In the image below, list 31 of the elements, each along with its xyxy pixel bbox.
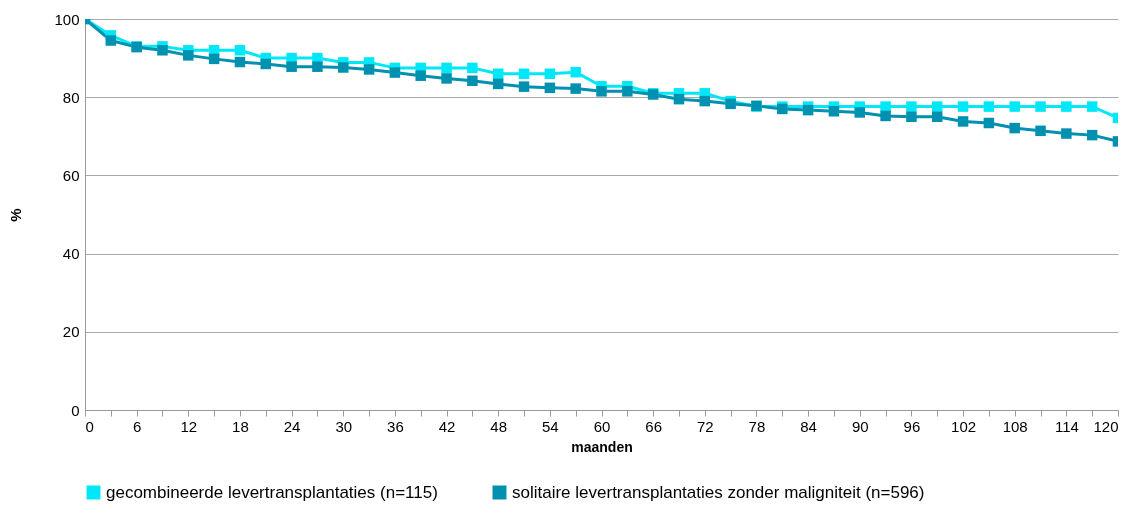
- legend-label: solitaire levertransplantaties zonder maligniteit (n=596): [512, 482, 925, 502]
- y-tick-label: 40: [62, 245, 80, 263]
- x-tick-label: 78: [748, 417, 766, 435]
- y-tick-label: 0: [71, 401, 80, 419]
- x-tick-label: 24: [283, 417, 301, 435]
- x-tick-label: 90: [851, 417, 869, 435]
- y-tick-label: 80: [62, 88, 80, 106]
- x-tick-label: 108: [1002, 417, 1028, 435]
- x-tick-label: 42: [438, 417, 456, 435]
- x-tick-label: 60: [593, 417, 611, 435]
- y-tick-label: 60: [62, 166, 80, 184]
- y-tick-label: 100: [54, 10, 80, 28]
- x-tick-label: 12: [180, 417, 198, 435]
- x-tick-label: 6: [132, 417, 142, 435]
- x-tick-label: 54: [542, 417, 559, 435]
- y-axis-title: %: [7, 208, 25, 222]
- x-tick-label: 36: [387, 417, 404, 435]
- y-tick-label: 20: [62, 323, 80, 341]
- x-tick-label: 96: [903, 417, 921, 435]
- x-tick-label: 84: [800, 417, 817, 435]
- x-tick-label: 0: [85, 417, 94, 435]
- x-tick-label: 102: [951, 417, 977, 435]
- x-tick-label: 72: [696, 417, 714, 435]
- legend-label: gecombineerde levertransplantaties (n=115): [106, 482, 438, 502]
- x-axis-title: maanden: [571, 438, 633, 455]
- x-tick-label: 18: [232, 417, 249, 435]
- x-tick-label: 48: [490, 417, 508, 435]
- x-tick-label: 120: [1093, 417, 1119, 435]
- x-tick-label: 66: [645, 417, 662, 435]
- x-tick-label: 30: [335, 417, 353, 435]
- x-tick-label: 114: [1054, 417, 1079, 435]
